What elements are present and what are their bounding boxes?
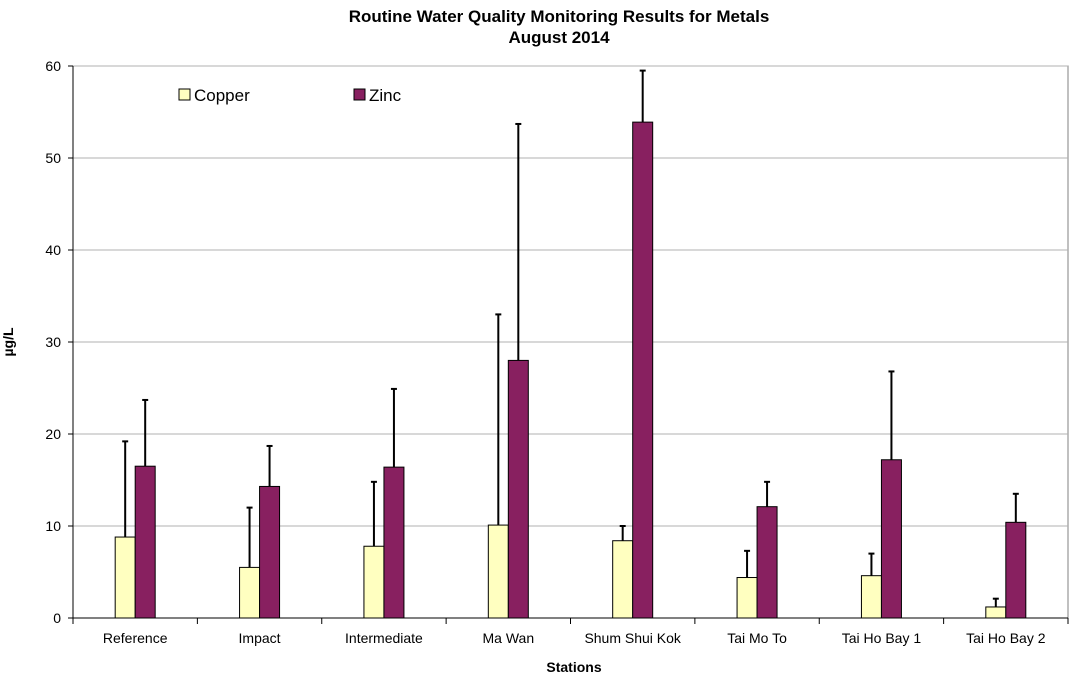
x-tick-label: Impact — [239, 630, 281, 646]
zinc-bar — [383, 466, 405, 619]
y-tick-label: 10 — [45, 518, 61, 534]
y-tick-label: 60 — [45, 58, 61, 74]
zinc-bar — [1005, 521, 1027, 619]
zinc-bar — [259, 485, 281, 619]
copper-bar — [985, 606, 1007, 619]
copper-bar — [363, 545, 385, 619]
chart-title: Routine Water Quality Monitoring Results… — [0, 6, 1070, 48]
copper-bar — [239, 566, 261, 619]
zinc-bar — [632, 121, 654, 619]
y-tick-label: 30 — [45, 334, 61, 350]
x-tick-label: Tai Mo To — [727, 630, 787, 646]
y-tick-label: 0 — [53, 610, 61, 626]
copper-bar — [736, 577, 758, 619]
copper-bar — [114, 536, 136, 619]
x-tick-label: Intermediate — [345, 630, 423, 646]
x-tick-label: Reference — [103, 630, 168, 646]
copper-bar — [612, 540, 634, 619]
zinc-bar — [756, 506, 778, 619]
y-tick-label: 40 — [45, 242, 61, 258]
legend-swatch — [178, 88, 191, 101]
x-tick-label: Tai Ho Bay 2 — [966, 630, 1046, 646]
chart-title-line-2: August 2014 — [508, 28, 610, 47]
legend-label: Copper — [194, 86, 250, 105]
legend-label: Zinc — [369, 86, 402, 105]
copper-bar — [860, 575, 882, 619]
x-tick-label: Tai Ho Bay 1 — [842, 630, 922, 646]
zinc-bar — [880, 459, 902, 619]
zinc-bar — [134, 465, 156, 619]
y-tick-label: 50 — [45, 150, 61, 166]
x-tick-label: Shum Shui Kok — [584, 630, 681, 646]
legend-swatch — [353, 88, 366, 101]
x-axis-label: Stations — [546, 659, 602, 675]
chart-title-line-1: Routine Water Quality Monitoring Results… — [348, 7, 770, 26]
copper-bar — [487, 524, 509, 619]
y-tick-label: 20 — [45, 426, 61, 442]
zinc-bar — [507, 359, 529, 619]
x-tick-label: Ma Wan — [483, 630, 535, 646]
